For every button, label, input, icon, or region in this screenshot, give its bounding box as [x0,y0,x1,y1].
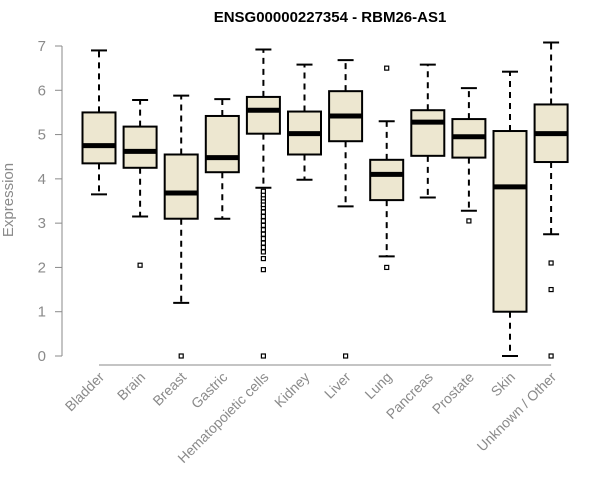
y-tick-label: 0 [38,348,46,365]
box-breast [163,94,199,359]
y-tick-label: 1 [38,304,46,321]
outlier-point [260,255,266,262]
outlier-point [260,222,266,228]
y-tick-label: 4 [38,171,46,188]
outlier-point [260,249,266,255]
outlier-point [548,260,554,266]
x-category-label: Skin [488,369,519,400]
x-category-label: Brain [114,369,148,403]
y-tick-label: 2 [38,259,46,276]
outlier-point [260,188,266,194]
y-tick-label: 5 [38,127,46,144]
y-tick-label: 6 [38,82,46,99]
iqr-box [122,125,158,169]
outlier-point [384,264,390,271]
box-brain [122,99,158,268]
y-axis-label: Expression [0,163,17,237]
iqr-box [81,111,117,165]
box-skin [492,70,528,357]
outlier-point [260,353,266,359]
boxes [81,41,569,359]
outlier-point [260,231,266,237]
y-tick-label: 7 [38,38,46,55]
outlier-point [260,244,266,251]
box-unknown-other [533,41,569,359]
outlier-point [260,227,266,233]
y-tick-label: 3 [38,215,46,232]
box-pancreas [410,63,446,199]
box-lung [369,65,405,271]
chart-title: ENSG00000227354 - RBM26-AS1 [214,9,447,26]
outlier-point [466,218,472,224]
outlier-point [178,353,184,359]
iqr-box [492,130,528,313]
outlier-point [384,65,390,71]
outlier-point [548,286,554,293]
box-kidney [287,63,322,181]
iqr-box [204,114,240,174]
outlier-point [548,353,554,359]
x-category-label: Kidney [271,369,313,411]
outlier-point [137,262,143,268]
outlier-point [260,240,266,246]
box-gastric [204,98,240,220]
x-category-label: Breast [149,369,189,409]
box-prostate [451,87,487,224]
outlier-point [260,218,266,224]
x-category-label: Prostate [429,369,477,417]
outlier-point [260,236,266,242]
outlier-point [343,353,349,359]
iqr-box [245,95,281,135]
box-bladder [81,49,117,196]
iqr-box [410,109,446,157]
outlier-point [260,213,266,220]
axes: 0 1 2 3 4 5 6 7 [38,38,552,366]
x-category-label: Bladder [62,369,108,415]
box-hematopoietic-cells [245,48,281,359]
iqr-box [369,158,405,202]
outlier-point [260,209,266,215]
box-liver [328,59,364,359]
x-category-label: Lung [361,369,394,402]
outlier-point [260,267,266,273]
x-category-label: Liver [321,369,354,402]
iqr-box [163,153,199,220]
